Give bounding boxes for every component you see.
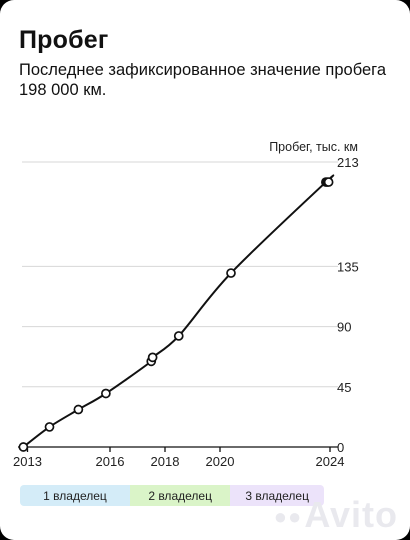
avito-logo-text: Avito bbox=[304, 494, 398, 535]
point-layer bbox=[18, 177, 334, 452]
owners-legend: 1 владелец 2 владелец 3 владелец bbox=[20, 485, 324, 506]
x-tick-label: 2013 bbox=[13, 454, 42, 469]
y-tick-label: 135 bbox=[337, 259, 359, 274]
x-tick-label: 2020 bbox=[206, 454, 235, 469]
owner-period: 2 владелец bbox=[129, 485, 231, 506]
y-tick-label: 45 bbox=[337, 380, 351, 395]
x-tick-label: 2024 bbox=[316, 454, 345, 469]
data-point bbox=[147, 352, 158, 363]
line-layer bbox=[22, 174, 335, 448]
avito-watermark: ●●Avito bbox=[274, 494, 398, 536]
data-point bbox=[18, 442, 29, 452]
data-point bbox=[44, 422, 55, 432]
data-point bbox=[226, 268, 236, 278]
grid-layer bbox=[22, 161, 338, 388]
owner-period: 3 владелец bbox=[230, 485, 324, 506]
data-point bbox=[323, 177, 334, 187]
y-axis-title: Пробег, тыс. км bbox=[269, 140, 358, 154]
mileage-chart: Пробег, тыс. км 0 45 90 135 213 2013 2016 2018 2… bbox=[13, 140, 359, 469]
y-tick-label: 90 bbox=[337, 320, 351, 335]
y-tick-label: 0 bbox=[337, 440, 344, 455]
mileage-line bbox=[22, 174, 335, 448]
data-point bbox=[73, 404, 84, 415]
avito-dots-icon: ●● bbox=[273, 504, 303, 530]
data-point bbox=[101, 388, 111, 399]
data-point bbox=[173, 331, 184, 341]
x-tick-label: 2018 bbox=[151, 454, 180, 469]
mileage-summary: Последнее зафиксированное значение пробе… bbox=[19, 61, 386, 99]
y-tick-label: 213 bbox=[337, 155, 359, 170]
owner-period: 1 владелец bbox=[20, 485, 130, 506]
axis-layer: 0 45 90 135 213 2013 2016 2018 2020 2024 bbox=[13, 155, 359, 469]
x-tick-label: 2016 bbox=[96, 454, 125, 469]
page-title: Пробег bbox=[19, 26, 109, 54]
